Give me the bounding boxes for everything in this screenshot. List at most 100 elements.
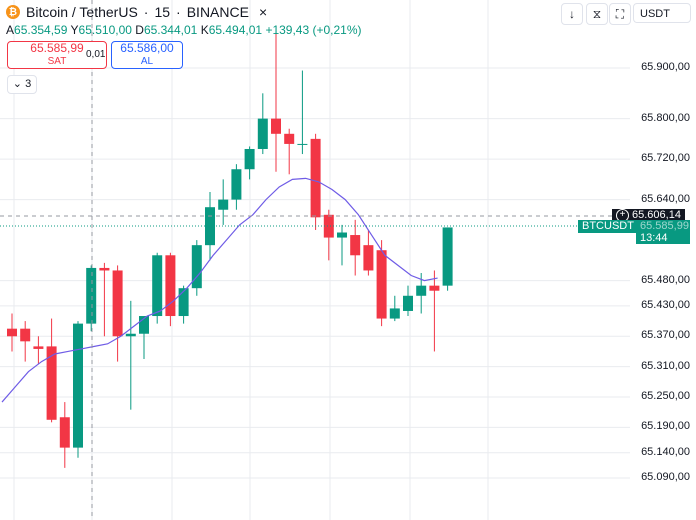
close-label: K <box>200 23 209 37</box>
candle-down <box>350 219 361 276</box>
low-label: D <box>135 23 144 37</box>
candle-down <box>310 133 321 230</box>
candle-down <box>284 128 295 175</box>
sell-button[interactable]: 65.585,99 SAT <box>7 41 107 69</box>
open-value: 65.354,59 <box>14 23 68 37</box>
candle-up <box>442 227 453 291</box>
sell-label: SAT <box>47 56 67 67</box>
candle-down <box>46 318 57 423</box>
price-tick-label: 65.140,00 <box>641 445 690 458</box>
candle-down <box>112 265 123 362</box>
candle-countdown: 13:44 <box>640 232 668 244</box>
candle-down <box>33 336 44 365</box>
price-tick-label: 65.090,00 <box>641 471 690 483</box>
candle-down <box>99 262 110 337</box>
candle-body <box>389 308 400 319</box>
candle-body <box>403 295 413 311</box>
candle-body <box>442 227 453 286</box>
candle-down <box>376 240 387 327</box>
candle-down <box>59 402 70 468</box>
candle-down <box>323 209 334 261</box>
candle-up <box>257 93 268 155</box>
interval-label[interactable]: 15 <box>154 4 171 20</box>
buy-button[interactable]: 65.586,00 AL <box>111 41 183 69</box>
change-value: +139,43 (+0,21%) <box>265 23 362 37</box>
moving-average-line <box>1 177 438 403</box>
chart-grid <box>0 0 630 520</box>
candle-up <box>191 240 202 296</box>
price-tick-label: 65.430,00 <box>641 298 690 311</box>
price-tick-label: 65.900,00 <box>641 61 690 73</box>
candle-down <box>20 321 31 362</box>
symbol-name[interactable]: Bitcoin / TetherUS <box>26 4 138 20</box>
candle-down <box>429 270 440 352</box>
candle-up <box>231 164 242 210</box>
candle-up <box>86 265 97 332</box>
fullscreen-icon: ⛶ <box>615 6 625 21</box>
candle-body <box>20 328 31 342</box>
candle-body <box>376 250 387 319</box>
candle-body <box>310 138 321 218</box>
candle-up <box>218 179 229 225</box>
candle-down <box>165 252 176 327</box>
candle-body <box>231 169 242 200</box>
bitcoin-icon: ₿ <box>6 5 20 19</box>
candle-body <box>284 133 295 144</box>
arrow-down-icon: ↓ <box>569 7 575 21</box>
crosshair-price-tag: + 65.606,14 <box>612 209 685 222</box>
price-tick-label: 65.800,00 <box>641 111 690 124</box>
candle-series <box>7 30 453 468</box>
symbol-header: ₿ Bitcoin / TetherUS · 15 · BINANCE × <box>6 4 267 20</box>
low-value: 65.344,01 <box>143 23 198 37</box>
close-icon[interactable]: × <box>258 4 268 20</box>
open-label: A <box>6 23 15 37</box>
high-label: Y <box>70 23 79 37</box>
candle-down <box>363 229 374 276</box>
candle-body <box>363 245 374 271</box>
candle-body <box>337 232 347 238</box>
download-button[interactable]: ↓ <box>561 3 583 25</box>
candle-body <box>271 118 281 134</box>
price-tick-label: 65.310,00 <box>641 359 690 372</box>
chevron-down-icon: ⌄ <box>12 78 23 90</box>
candle-body <box>244 148 255 170</box>
candle-up <box>125 300 136 410</box>
close-value: 65.494,01 <box>208 23 263 37</box>
candle-body <box>7 328 17 337</box>
last-price: 65.585,99 <box>640 220 689 232</box>
price-tick-label: 65.190,00 <box>641 420 690 433</box>
last-price-tag: 65.585,99 13:44 <box>636 220 690 244</box>
candle-body <box>99 267 110 271</box>
price-tick-label: 65.640,00 <box>641 192 690 205</box>
indicator-count: 3 <box>25 78 32 90</box>
candle-body <box>429 285 440 291</box>
candle-body <box>125 333 136 337</box>
candle-body <box>323 214 334 238</box>
symbol-price-tag: BTCUSDT <box>578 220 638 233</box>
candle-body <box>139 316 149 334</box>
high-value: 65.510,00 <box>78 23 132 37</box>
fullscreen-button[interactable]: ⛶ <box>609 3 631 25</box>
candle-body <box>73 323 83 448</box>
candle-body <box>152 255 163 317</box>
candle-body <box>165 255 176 317</box>
candle-up <box>389 295 400 322</box>
candle-body <box>257 118 268 149</box>
price-tick-label: 65.250,00 <box>641 390 690 402</box>
price-tick-label: 65.480,00 <box>641 273 690 286</box>
candle-body <box>59 417 70 448</box>
candle-up <box>244 146 255 180</box>
spread-value: 0,01 <box>86 49 106 60</box>
sell-price: 65.585,99 <box>30 41 84 55</box>
candle-up <box>73 321 83 458</box>
candle-up <box>403 285 413 317</box>
indicators-toggle-button[interactable]: ⌄ 3 <box>7 75 37 94</box>
candle-body <box>191 245 202 289</box>
currency-select[interactable]: USDT <box>633 3 691 23</box>
candle-body <box>112 270 123 337</box>
candle-body <box>46 346 57 420</box>
compare-button[interactable]: ⧖ <box>586 3 608 25</box>
candle-body <box>178 288 189 317</box>
separator: · <box>176 4 181 20</box>
